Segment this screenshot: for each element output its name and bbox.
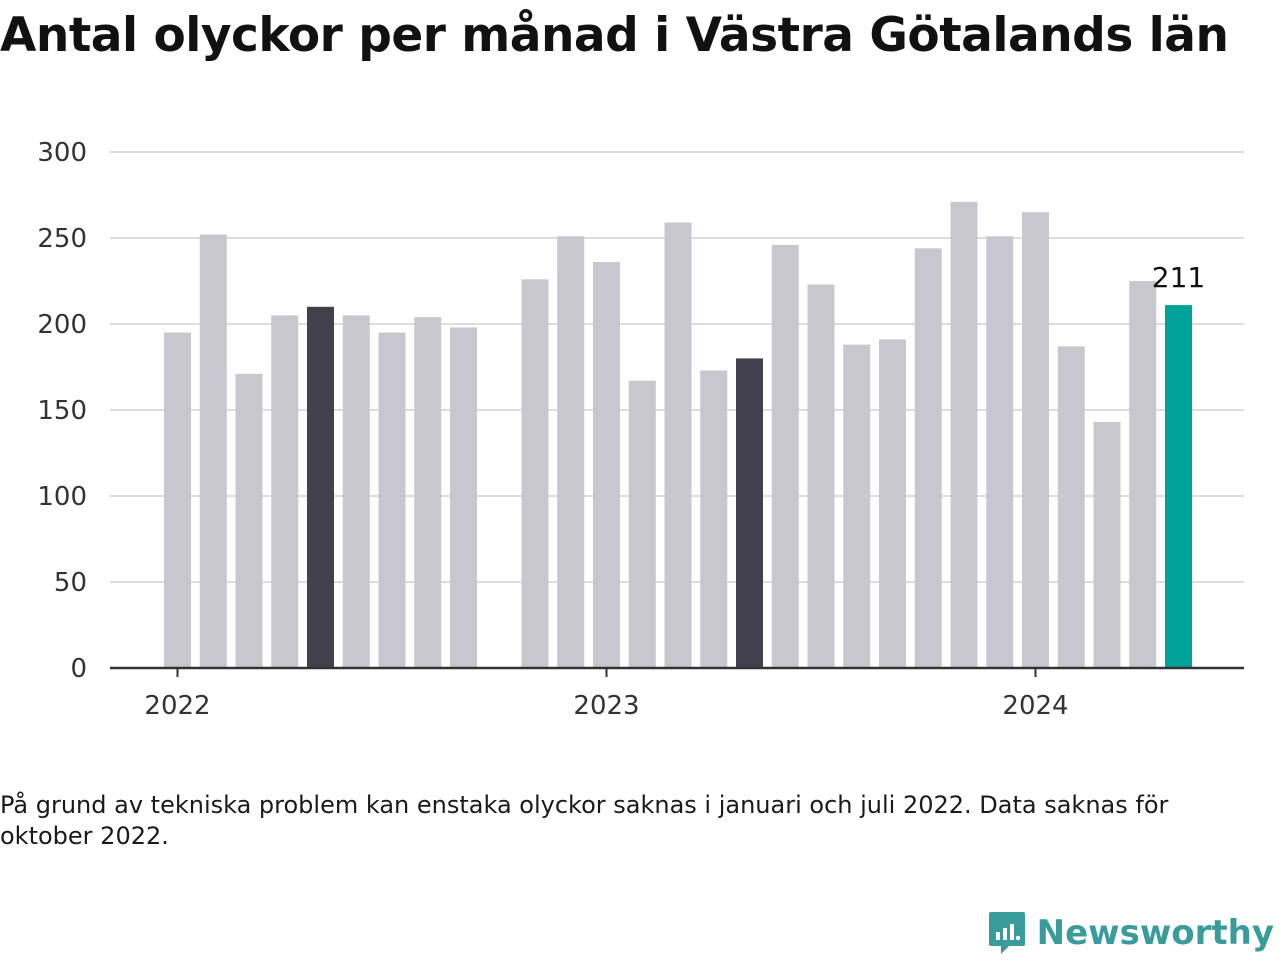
- x-tick-label: 2024: [1002, 691, 1068, 721]
- newsworthy-logo-icon: [988, 912, 1025, 954]
- y-tick-label: 100: [37, 482, 87, 512]
- bar: [664, 222, 692, 668]
- bar: [271, 315, 299, 668]
- bar: [414, 317, 442, 668]
- y-tick-label: 150: [37, 396, 87, 426]
- footnote: På grund av tekniska problem kan enstaka…: [0, 791, 1169, 850]
- bar: [736, 358, 763, 668]
- bar: [1093, 422, 1121, 668]
- bar: [164, 332, 191, 668]
- bar: [879, 339, 906, 668]
- x-tick-label: 2022: [144, 691, 210, 721]
- y-tick-label: 250: [37, 224, 87, 254]
- bar: [986, 236, 1014, 668]
- bar: [700, 370, 728, 668]
- bar: [199, 234, 227, 668]
- y-tick-label: 300: [37, 138, 87, 168]
- bar: [593, 262, 620, 668]
- bar: [378, 332, 406, 668]
- bar: [235, 373, 263, 668]
- bar: [843, 344, 871, 668]
- bar: [628, 380, 656, 668]
- data-label: 211: [1152, 261, 1205, 294]
- bar: [1057, 346, 1085, 668]
- chart-title: Antal olyckor per månad i Västra Götalan…: [0, 8, 1229, 63]
- logo-text: Newsworthy: [1036, 913, 1274, 953]
- bar: [1022, 212, 1049, 668]
- bar: [807, 284, 835, 668]
- bar: [1129, 281, 1157, 668]
- bar: [1165, 305, 1192, 668]
- x-tick-label: 2023: [573, 691, 639, 721]
- y-tick-label: 200: [37, 310, 87, 340]
- bar: [342, 315, 370, 668]
- bar: [950, 201, 978, 668]
- bar: [521, 279, 549, 668]
- bar: [771, 244, 799, 668]
- newsworthy-logo: Newsworthy: [987, 910, 1274, 956]
- bar-chart: 0 50 100 150 200 250 300 2022 2023 2024 211: [37, 138, 1244, 721]
- y-tick-label: 50: [54, 568, 87, 598]
- y-tick-label: 0: [70, 654, 87, 684]
- bar: [307, 306, 334, 668]
- bar: [914, 248, 942, 668]
- bar: [450, 327, 477, 668]
- bar: [557, 236, 585, 668]
